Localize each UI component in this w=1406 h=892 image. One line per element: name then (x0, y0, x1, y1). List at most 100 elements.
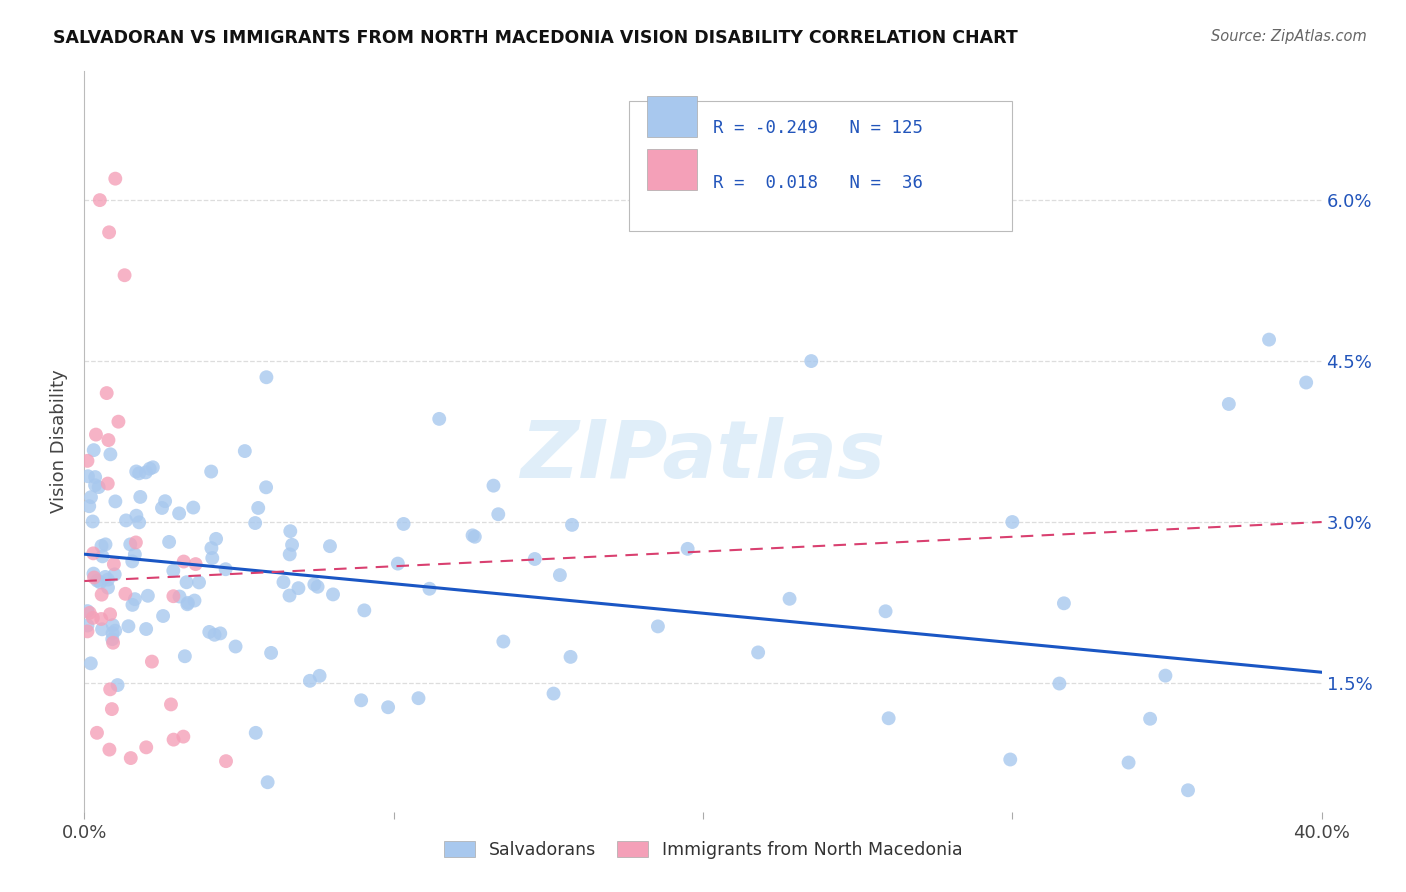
Point (128, 516, 150, 530)
Point (96, 386, 118, 401)
Point (138, 461, 160, 475)
Point (84, 427, 107, 442)
Point (115, 513, 138, 527)
Point (101, 632, 124, 647)
Point (1053, 596, 1076, 610)
Point (97, 476, 120, 491)
Point (461, 528, 484, 542)
Point (281, 538, 304, 552)
Point (209, 626, 232, 640)
Point (90, 588, 112, 602)
Point (76, 624, 98, 639)
Point (256, 775, 278, 789)
Point (647, 619, 669, 633)
Point (427, 412, 450, 426)
Point (408, 691, 430, 706)
Point (307, 580, 329, 594)
Point (120, 751, 142, 765)
Point (254, 480, 277, 494)
Point (273, 575, 295, 590)
Text: R =  0.018   N =  36: R = 0.018 N = 36 (713, 174, 922, 192)
Point (173, 555, 195, 569)
Point (298, 673, 321, 688)
Point (129, 490, 152, 504)
Point (97, 581, 120, 595)
Point (135, 622, 157, 636)
Point (87, 480, 110, 494)
Point (278, 547, 301, 561)
Point (304, 577, 326, 591)
Point (76, 604, 98, 618)
Point (80, 657, 103, 671)
Point (204, 628, 226, 642)
Point (278, 589, 301, 603)
Point (86, 726, 108, 740)
Point (198, 624, 221, 639)
Point (200, 465, 222, 479)
Point (172, 730, 194, 744)
Point (482, 478, 505, 492)
Point (91, 622, 114, 636)
Point (117, 619, 139, 633)
Point (84, 478, 107, 492)
Text: SALVADORAN VS IMMIGRANTS FROM NORTH MACEDONIA VISION DISABILITY CORRELATION CHAR: SALVADORAN VS IMMIGRANTS FROM NORTH MACE… (53, 29, 1018, 46)
Point (247, 500, 270, 515)
Point (125, 508, 148, 523)
Point (89, 575, 111, 590)
Point (350, 693, 373, 707)
Point (142, 460, 165, 475)
Point (162, 732, 184, 747)
Point (124, 548, 146, 562)
Point (177, 596, 200, 610)
Point (322, 587, 344, 601)
Point (76, 454, 98, 468)
Point (1001, 515, 1024, 529)
Point (747, 645, 769, 659)
Point (287, 581, 309, 595)
Point (89, 193, 111, 207)
Point (243, 516, 266, 530)
Point (103, 558, 125, 572)
Point (128, 467, 150, 481)
Point (486, 508, 509, 522)
Point (90, 539, 112, 553)
Point (157, 535, 180, 549)
Point (83, 570, 105, 584)
Point (136, 589, 159, 603)
Point (167, 507, 190, 521)
Point (153, 494, 176, 508)
Point (278, 524, 301, 538)
Point (877, 711, 900, 725)
Point (101, 626, 124, 640)
Point (214, 562, 236, 576)
Point (83, 566, 105, 581)
Point (82, 515, 104, 529)
Point (245, 726, 267, 740)
Point (104, 624, 127, 638)
FancyBboxPatch shape (647, 149, 697, 190)
Text: ZIPatlas: ZIPatlas (520, 417, 886, 495)
Point (114, 587, 136, 601)
Point (1177, 783, 1199, 797)
Point (101, 636, 124, 650)
Point (260, 646, 283, 660)
Point (98, 682, 121, 697)
Legend: Salvadorans, Immigrants from North Macedonia: Salvadorans, Immigrants from North Maced… (436, 834, 970, 866)
Point (392, 516, 415, 531)
FancyBboxPatch shape (647, 95, 697, 136)
Point (875, 604, 897, 618)
Point (560, 649, 582, 664)
Point (184, 557, 207, 571)
Point (121, 598, 143, 612)
Point (183, 593, 205, 607)
Point (225, 640, 247, 654)
Point (1000, 752, 1022, 766)
Y-axis label: Vision Disability: Vision Disability (51, 369, 69, 514)
Point (205, 532, 228, 546)
Point (120, 537, 142, 551)
Point (97, 433, 120, 447)
Point (77, 469, 100, 483)
Point (200, 541, 222, 555)
Point (188, 575, 211, 590)
Point (464, 530, 486, 544)
